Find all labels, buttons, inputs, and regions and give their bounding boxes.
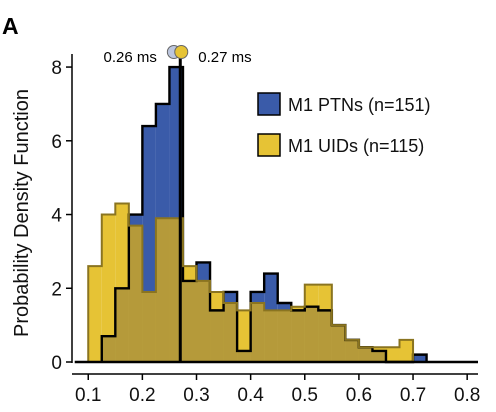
- uid-bar-1: [101, 214, 116, 362]
- y-axis-title: Probability Density Function: [11, 89, 33, 337]
- panel-label: A: [2, 13, 19, 39]
- median-marker-uid: [174, 45, 189, 59]
- y-tick-label-4: 8: [51, 58, 62, 79]
- median-label-uid: 0.27 ms: [198, 49, 251, 66]
- legend-label-1: M1 UIDs (n=115): [288, 136, 424, 156]
- overlap-bar-16: [318, 310, 332, 362]
- overlap-bar-15: [304, 306, 319, 362]
- overlap-bar-9: [223, 303, 238, 362]
- uid-bar-22: [385, 347, 400, 362]
- uid-bar-0: [88, 266, 102, 362]
- x-tick-label-2: 0.3: [183, 385, 209, 406]
- y-tick-label-1: 2: [51, 279, 62, 300]
- y-tick-label-0: 0: [51, 353, 62, 374]
- overlap-bar-8: [210, 310, 224, 362]
- ptn-bar-23: [413, 354, 427, 362]
- legend-label-0: M1 PTNs (n=151): [288, 95, 431, 115]
- overlap-bar-12: [264, 310, 278, 362]
- overlap-bar-2: [128, 225, 143, 362]
- y-tick-label-3: 6: [51, 132, 62, 153]
- x-tick-label-6: 0.7: [400, 385, 426, 406]
- x-tick-label-0: 0.1: [75, 385, 101, 406]
- uid-outline: [87, 202, 415, 362]
- x-axis: 0.1 0.2 0.3 0.4 0.5 0.6 0.7 0.8: [72, 373, 480, 406]
- x-tick-label-7: 0.8: [454, 385, 480, 406]
- legend-swatch-1: [257, 133, 281, 157]
- overlap-bar-18: [345, 339, 359, 362]
- overlap-bar-11: [250, 303, 265, 362]
- overlap-bar-0: [101, 336, 116, 362]
- legend-swatch-0: [257, 92, 281, 116]
- overlap-bar-4: [155, 218, 170, 362]
- overlap-bar-1: [115, 288, 129, 362]
- y-axis: 0 2 4 6 8: [51, 54, 73, 374]
- overlap-bar-10: [237, 350, 251, 362]
- median-label-ptn: 0.26 ms: [103, 49, 156, 66]
- x-tick-label-3: 0.4: [237, 385, 264, 406]
- x-tick-label-5: 0.6: [346, 385, 372, 406]
- median-annotations: 0.26 ms 0.27 ms: [103, 45, 252, 66]
- x-tick-label-4: 0.5: [292, 385, 318, 406]
- y-tick-label-2: 4: [51, 206, 62, 227]
- overlap-bar-20: [372, 350, 386, 362]
- uid-bar-23: [399, 339, 414, 362]
- overlap-bar-17: [331, 325, 346, 362]
- overlap-bar-6: [182, 280, 197, 362]
- overlap-bar-3: [142, 291, 156, 362]
- overlap-bar-7: [196, 280, 211, 362]
- uid-bar-11: [237, 310, 251, 362]
- legend: M1 PTNs (n=151) M1 UIDs (n=115): [257, 92, 431, 157]
- overlap-bar-14: [291, 310, 305, 362]
- overlap-bar-13: [277, 310, 292, 362]
- x-tick-label-1: 0.2: [129, 385, 155, 406]
- overlap-bar-19: [358, 347, 373, 362]
- plot-area: [74, 56, 478, 364]
